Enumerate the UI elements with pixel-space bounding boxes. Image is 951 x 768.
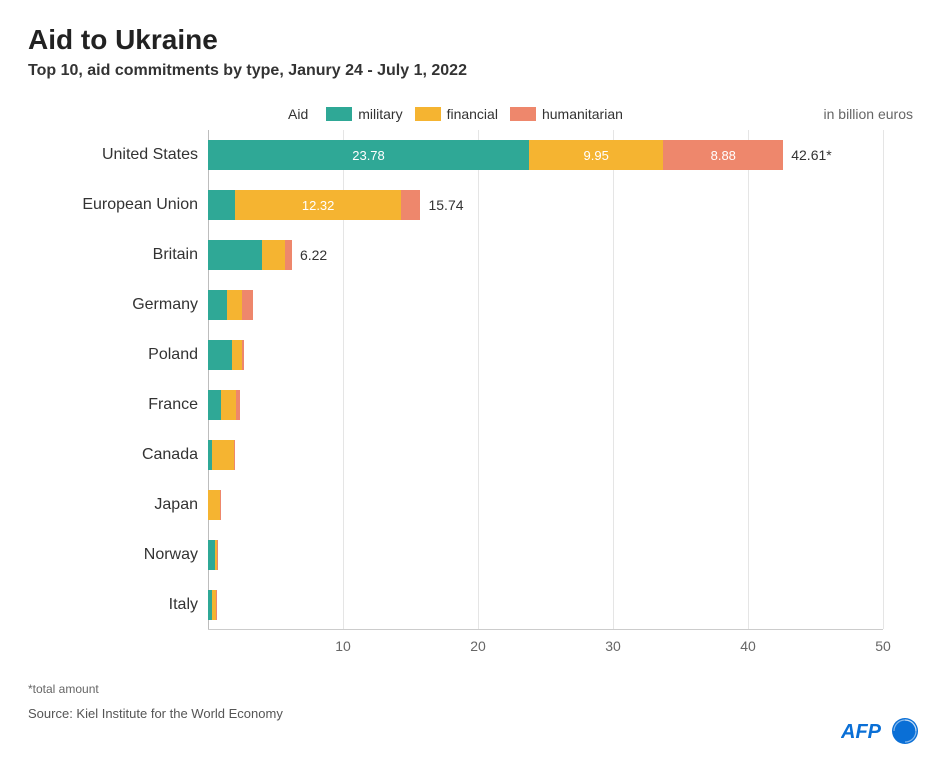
gridline [883,130,884,629]
logo-text: AFP [841,721,882,743]
bar-segment-financial [227,290,242,320]
country-label: Canada [28,446,198,464]
bar-segment-humanitarian: 8.88 [663,140,783,170]
swatch-humanitarian [510,107,536,121]
bar-segment-financial [208,490,220,520]
bar [208,390,240,420]
country-label: France [28,396,198,414]
bar-segment-financial [232,340,241,370]
bar-segment-humanitarian [220,490,221,520]
bar-row: Canada [208,430,883,480]
bar-segment-humanitarian [401,190,420,220]
bar: 12.32 [208,190,420,220]
chart-title: Aid to Ukraine [28,24,923,56]
bar-segment-humanitarian [216,590,217,620]
bar-row: Britain6.22 [208,230,883,280]
bar-total-label: 15.74 [428,197,463,213]
bar [208,440,235,470]
x-tick-label: 50 [875,638,891,654]
bar-segment-military [208,290,227,320]
legend-label: Aid [288,106,308,122]
bar [208,290,253,320]
bar-segment-humanitarian [234,440,235,470]
country-label: Italy [28,596,198,614]
bar [208,340,244,370]
country-label: Poland [28,346,198,364]
bar-row: Japan [208,480,883,530]
bar [208,490,222,520]
bar-segment-financial: 9.95 [529,140,663,170]
legend-text: financial [447,106,498,122]
x-tick-label: 10 [335,638,351,654]
footnote: *total amount [28,682,923,696]
x-tick-label: 20 [470,638,486,654]
chart-area: United States 23.789.958.88 42.61* European… [28,130,923,670]
bar-segment-humanitarian [285,240,292,270]
country-label: Japan [28,496,198,514]
bar-segment-financial [262,240,285,270]
bar [208,240,292,270]
x-tick-label: 40 [740,638,756,654]
bar-segment-military [208,190,235,220]
bar [208,540,218,570]
afp-logo: AFP [841,715,921,752]
bar-segment-financial [221,390,236,420]
bar-segment-humanitarian [217,540,218,570]
x-axis: 1020304050 [208,630,883,670]
bar-row: Norway [208,530,883,580]
country-label: European Union [28,196,198,214]
swatch-military [326,107,352,121]
bar-segment-humanitarian [236,390,240,420]
country-label: United States [28,146,198,164]
bar-total-label: 42.61* [791,147,831,163]
bar-row: France [208,380,883,430]
bar-segment-military: 23.78 [208,140,529,170]
chart-subtitle: Top 10, aid commitments by type, Janury … [28,62,923,80]
bar-row: United States23.789.958.8842.61* [208,130,883,180]
bar-row: European Union12.3215.74 [208,180,883,230]
legend-text: military [358,106,402,122]
x-tick-label: 30 [605,638,621,654]
bar-segment-humanitarian [242,340,244,370]
bar [208,590,217,620]
bar-row: Germany [208,280,883,330]
legend-item-military: military [326,106,402,122]
source-line: Source: Kiel Institute for the World Eco… [28,706,923,721]
legend-item-humanitarian: humanitarian [510,106,623,122]
country-label: Britain [28,246,198,264]
country-label: Norway [28,546,198,564]
country-label: Germany [28,296,198,314]
bar-row: Poland [208,330,883,380]
bar-total-label: 6.22 [300,247,327,263]
legend: Aid military financial humanitarian in b… [28,106,923,122]
bar-segment-military [208,390,221,420]
swatch-financial [415,107,441,121]
bar-segment-military [208,340,232,370]
legend-units: in billion euros [824,106,914,122]
bar-segment-military [208,540,215,570]
legend-text: humanitarian [542,106,623,122]
logo-circle-icon [892,718,918,744]
bar-segment-financial: 12.32 [235,190,401,220]
legend-item-financial: financial [415,106,498,122]
bar-segment-humanitarian [242,290,253,320]
plot-region: United States23.789.958.8842.61*European… [208,130,883,630]
bar-segment-military [208,240,262,270]
bar-row: Italy [208,580,883,630]
bar: 23.789.958.88 [208,140,783,170]
bar-segment-financial [212,440,234,470]
